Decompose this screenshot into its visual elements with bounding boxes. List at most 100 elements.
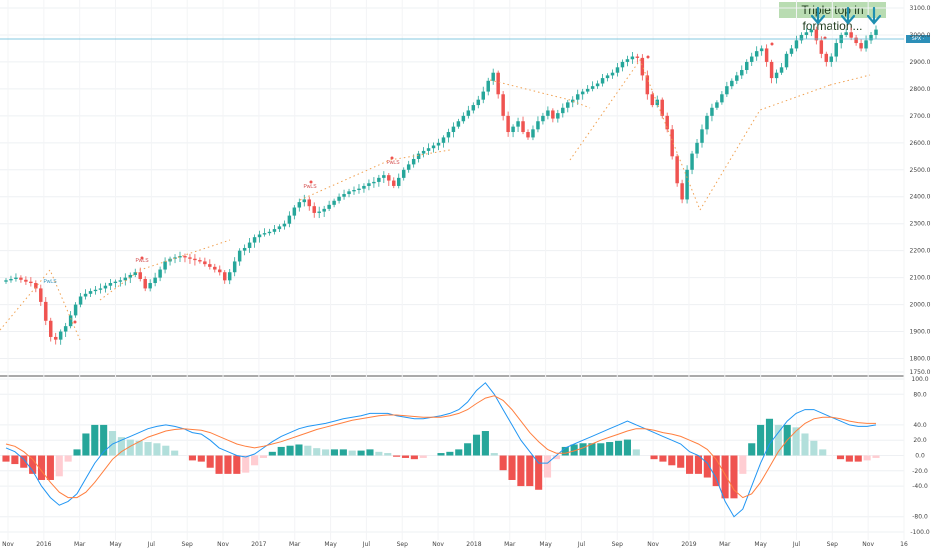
candle: [242, 247, 247, 251]
macd-histogram-bar: [757, 424, 765, 456]
candle: [640, 57, 645, 76]
candle: [725, 86, 729, 95]
macd-histogram-bar: [464, 443, 472, 456]
macd-histogram-bar: [535, 455, 543, 490]
candle: [431, 145, 436, 149]
time-tick-label: Nov: [432, 541, 444, 548]
candle: [660, 99, 664, 116]
candle: [342, 194, 346, 197]
candle: [24, 279, 28, 282]
candle: [749, 56, 754, 62]
candle: [317, 211, 321, 213]
macd-histogram-bar: [739, 455, 747, 474]
macd-histogram-bar: [393, 455, 401, 457]
candle: [804, 32, 809, 35]
macd-histogram-bar: [162, 445, 170, 456]
event-label: PwLS: [303, 184, 317, 190]
candle: [456, 121, 461, 127]
candle: [620, 61, 625, 68]
candle: [580, 91, 585, 95]
candle: [551, 110, 555, 119]
macd-histogram-bar: [366, 449, 374, 456]
trailing-stop-line: [489, 79, 591, 109]
macd-histogram-bar: [543, 455, 552, 478]
macd-tick-label: 40.0: [913, 422, 927, 429]
price-tick-label: 2800.0: [910, 86, 931, 93]
candle: [421, 150, 426, 154]
price-tick-label: 2400.0: [910, 194, 931, 201]
candle: [595, 83, 600, 87]
candle: [113, 281, 118, 284]
candle: [357, 188, 361, 190]
time-tick-label: Mar: [719, 541, 731, 548]
candle: [849, 32, 853, 38]
candle: [213, 266, 217, 270]
candle: [44, 301, 48, 321]
time-tick-label: Sep: [182, 541, 194, 548]
candle: [536, 121, 540, 130]
time-tick-label: Nov: [862, 541, 874, 548]
candle: [814, 29, 819, 41]
macd-histogram-bar: [11, 455, 19, 465]
candle: [178, 256, 182, 258]
macd-histogram-bar: [313, 448, 321, 456]
macd-histogram-bar: [801, 433, 809, 456]
candle: [541, 115, 545, 122]
candle: [367, 183, 371, 186]
macd-histogram-bar: [410, 455, 418, 460]
macd-tick-label: -80.0: [912, 514, 928, 521]
time-tick-label: Jul: [147, 541, 156, 548]
candle: [754, 51, 759, 57]
candle: [232, 261, 237, 273]
macd-histogram-bar: [686, 455, 694, 474]
candle: [566, 102, 570, 108]
macd-histogram-bar: [153, 443, 161, 456]
candle: [362, 185, 366, 189]
candle: [645, 75, 650, 95]
macd-histogram-bar: [55, 455, 63, 477]
time-tick-label: Mar: [74, 541, 86, 548]
macd-histogram-bar: [552, 455, 560, 460]
macd-histogram-bar: [171, 450, 179, 456]
candle: [546, 110, 550, 116]
candle: [715, 102, 719, 108]
price-tick-label: 2600.0: [910, 140, 931, 147]
candle: [690, 153, 694, 170]
macd-histogram-bar: [46, 455, 54, 480]
macd-histogram-bar: [606, 442, 614, 456]
macd-histogram-bar: [108, 431, 117, 456]
candle: [163, 261, 167, 270]
candle: [650, 94, 655, 106]
macd-histogram-bar: [126, 439, 134, 456]
macd-histogram-bar: [517, 455, 525, 487]
candle: [710, 107, 714, 116]
macd-tick-label: -100.0: [910, 529, 930, 536]
candle: [29, 281, 33, 284]
macd-histogram-bar: [322, 449, 330, 456]
candle: [556, 113, 560, 119]
macd-histogram-bar: [792, 427, 800, 456]
candle: [769, 61, 774, 79]
candle: [784, 53, 789, 68]
event-marker: [390, 156, 394, 160]
candle: [39, 288, 43, 302]
time-tick-label: 2018: [466, 541, 481, 548]
candle: [416, 153, 421, 159]
candle: [779, 67, 784, 73]
macd-histogram-bar: [437, 453, 445, 456]
candle: [282, 223, 287, 227]
event-label: PwLS: [135, 258, 149, 264]
time-tick-label: May: [754, 541, 767, 548]
candle: [809, 29, 814, 33]
candle: [486, 80, 490, 92]
macd-axis: 100.0 80.0 40.0 20.0 0.0 -20.0 -40.0 -80.0 -100.…: [910, 376, 930, 536]
candle: [625, 59, 630, 62]
candle: [441, 137, 446, 143]
macd-histogram-bar: [357, 450, 365, 456]
candle: [337, 196, 341, 201]
candle: [53, 336, 58, 340]
price-tick-label: 2300.0: [910, 221, 931, 228]
candle: [426, 148, 431, 151]
candle: [501, 94, 505, 116]
